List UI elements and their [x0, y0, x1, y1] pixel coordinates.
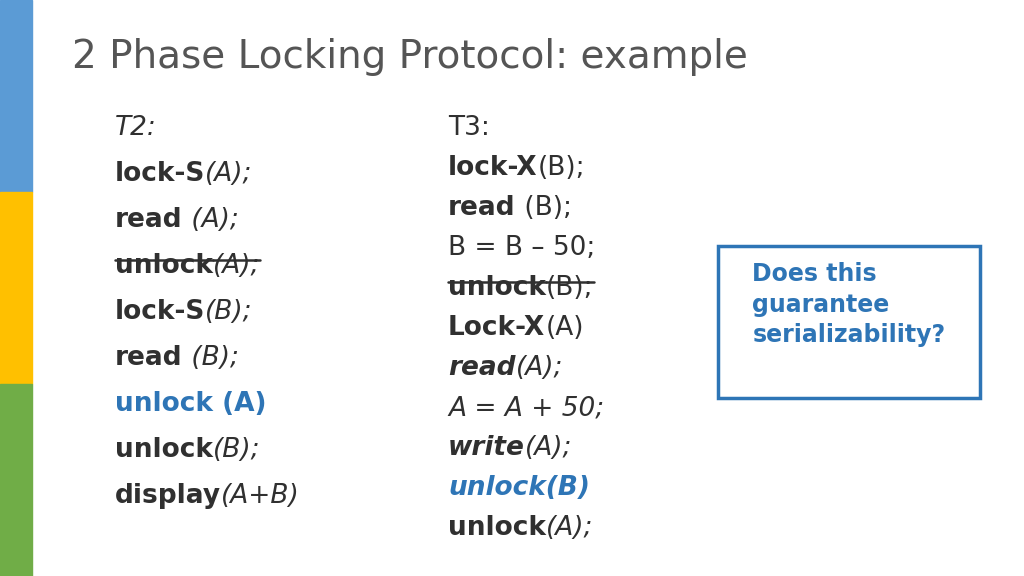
Text: (A);: (A); — [182, 207, 239, 233]
Text: (B);: (B); — [213, 437, 260, 463]
FancyBboxPatch shape — [718, 246, 980, 398]
Text: (A);: (A); — [213, 253, 260, 279]
Bar — [0, 0, 32, 192]
Text: lock-S: lock-S — [115, 161, 206, 187]
Text: unlock(B): unlock(B) — [449, 475, 590, 501]
Text: read: read — [115, 345, 182, 371]
Text: Lock-X: Lock-X — [449, 315, 545, 341]
Text: (A): (A) — [545, 315, 584, 341]
Text: (B);: (B); — [538, 155, 586, 181]
Text: (B);: (B); — [206, 299, 253, 325]
Text: (A);: (A); — [515, 355, 563, 381]
Text: unlock: unlock — [449, 275, 546, 301]
Text: unlock: unlock — [115, 437, 213, 463]
Text: read: read — [449, 195, 516, 221]
Text: B = B – 50;: B = B – 50; — [449, 235, 595, 261]
Text: (B);: (B); — [182, 345, 239, 371]
Text: (A);: (A); — [525, 435, 572, 461]
Text: unlock: unlock — [115, 253, 213, 279]
Text: A = A + 50;: A = A + 50; — [449, 395, 604, 421]
Text: (B);: (B); — [516, 195, 571, 221]
Text: read: read — [115, 207, 182, 233]
Text: (A);: (A); — [546, 515, 593, 541]
Text: unlock (A): unlock (A) — [115, 391, 266, 417]
Text: T2:: T2: — [115, 115, 157, 141]
Bar — [0, 192, 32, 384]
Text: unlock: unlock — [449, 515, 546, 541]
Text: write: write — [449, 435, 525, 461]
Text: (B);: (B); — [546, 275, 594, 301]
Text: (A+B): (A+B) — [221, 483, 300, 509]
Text: lock-X: lock-X — [449, 155, 538, 181]
Text: (A);: (A); — [206, 161, 253, 187]
Text: T3:: T3: — [449, 115, 489, 141]
Text: Does this
guarantee
serializability?: Does this guarantee serializability? — [753, 262, 945, 347]
Text: display: display — [115, 483, 221, 509]
Text: read: read — [449, 355, 515, 381]
Text: 2 Phase Locking Protocol: example: 2 Phase Locking Protocol: example — [72, 38, 748, 76]
Text: lock-S: lock-S — [115, 299, 206, 325]
Bar — [0, 384, 32, 576]
